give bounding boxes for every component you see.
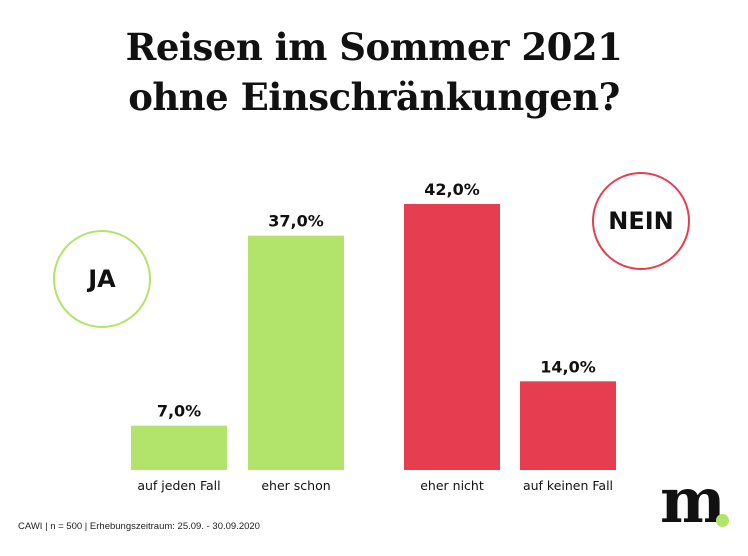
- value-label-auf-jeden-fall: 7,0%: [157, 402, 201, 421]
- category-label-eher-schon: eher schon: [261, 478, 330, 493]
- category-label-eher-nicht: eher nicht: [420, 478, 484, 493]
- brand-logo: m: [660, 464, 726, 537]
- bar-eher-nicht: [404, 204, 500, 470]
- bar-auf-jeden-fall: [131, 425, 227, 470]
- value-label-eher-schon: 37,0%: [268, 212, 324, 231]
- category-label-auf-jeden-fall: auf jeden Fall: [137, 478, 220, 493]
- chart-title-line-2: ohne Einschränkungen?: [128, 75, 620, 119]
- ja-circle-badge: JA: [53, 230, 151, 328]
- category-label-auf-keinen-fall: auf keinen Fall: [523, 478, 613, 493]
- bar-auf-keinen-fall: [520, 381, 616, 470]
- chart-title-line-1: Reisen im Sommer 2021: [125, 25, 623, 69]
- nein-label: NEIN: [608, 207, 674, 235]
- nein-circle-badge: NEIN: [592, 172, 690, 270]
- survey-footnote: CAWI | n = 500 | Erhebungszeitraum: 25.0…: [18, 521, 260, 532]
- ja-label: JA: [88, 265, 116, 293]
- value-label-eher-nicht: 42,0%: [424, 180, 480, 199]
- brand-logo-dot: [716, 514, 729, 527]
- value-label-auf-keinen-fall: 14,0%: [540, 357, 596, 376]
- bar-eher-schon: [248, 235, 344, 470]
